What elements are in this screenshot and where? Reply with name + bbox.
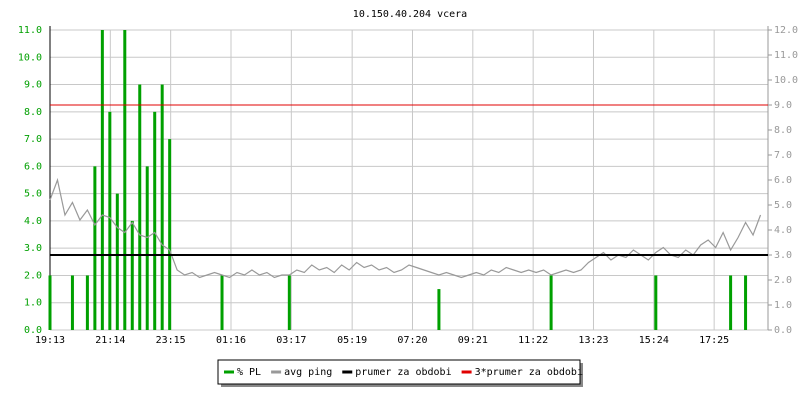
pl-bar <box>85 275 89 330</box>
pl-bar <box>744 275 748 330</box>
pl-bar <box>123 30 127 330</box>
y-tick-label: 0.0 <box>24 325 42 336</box>
y-tick-label: 9.0 <box>24 80 42 91</box>
x-tick-label: 17:25 <box>699 335 729 346</box>
x-tick-label: 09:21 <box>458 335 488 346</box>
y-tick-label: 4.0 <box>24 216 42 227</box>
legend-label: 3*prumer za obdobi <box>475 367 583 378</box>
x-tick-label: 11:22 <box>518 335 548 346</box>
y-tick-label: 6.0 <box>24 161 42 172</box>
pl-bar <box>549 275 553 330</box>
y2-tick-label: 12.0 <box>774 25 798 36</box>
pl-bar <box>48 275 52 330</box>
y-tick-label: 5.0 <box>24 189 42 200</box>
x-tick-label: 07:20 <box>397 335 427 346</box>
y2-tick-label: 0.0 <box>774 325 792 336</box>
y-tick-label: 8.0 <box>24 107 42 118</box>
x-tick-label: 03:17 <box>276 335 306 346</box>
pl-bar <box>70 275 74 330</box>
y-tick-label: 1.0 <box>24 298 42 309</box>
y-tick-label: 2.0 <box>24 270 42 281</box>
y2-tick-label: 10.0 <box>774 75 798 86</box>
pl-bar <box>287 275 291 330</box>
y2-tick-label: 1.0 <box>774 300 792 311</box>
pl-bar <box>168 139 172 330</box>
x-tick-label: 15:24 <box>639 335 669 346</box>
x-tick-label: 01:16 <box>216 335 246 346</box>
pl-bar <box>220 275 224 330</box>
y-tick-label: 7.0 <box>24 134 42 145</box>
pl-bar <box>437 289 441 330</box>
legend-label: avg ping <box>284 367 332 378</box>
legend-label: prumer za obdobi <box>355 367 451 378</box>
legend-label: % PL <box>237 367 261 378</box>
pl-bar <box>108 111 112 331</box>
y2-tick-label: 3.0 <box>774 250 792 261</box>
y2-tick-label: 5.0 <box>774 200 792 211</box>
y-tick-label: 10.0 <box>18 52 42 63</box>
y2-tick-label: 8.0 <box>774 125 792 136</box>
x-tick-label: 05:19 <box>337 335 367 346</box>
pl-bar <box>160 84 164 330</box>
pl-bar <box>138 84 142 330</box>
x-tick-label: 23:15 <box>156 335 186 346</box>
y-tick-label: 3.0 <box>24 243 42 254</box>
y2-tick-label: 6.0 <box>774 175 792 186</box>
y2-tick-label: 7.0 <box>774 150 792 161</box>
y2-tick-label: 2.0 <box>774 275 792 286</box>
pl-bar <box>100 30 104 330</box>
pl-bar <box>93 166 97 330</box>
pl-bar <box>729 275 733 330</box>
x-tick-label: 19:13 <box>35 335 65 346</box>
pl-bar <box>115 193 119 330</box>
y2-tick-label: 11.0 <box>774 50 798 61</box>
pl-bar <box>130 220 134 330</box>
pl-bar <box>153 111 157 331</box>
pl-bar <box>654 275 658 330</box>
y2-tick-label: 4.0 <box>774 225 792 236</box>
chart-title: 10.150.40.204 vcera <box>353 9 467 20</box>
pl-bar <box>145 166 149 330</box>
y-tick-label: 11.0 <box>18 25 42 36</box>
x-tick-label: 21:14 <box>95 335 125 346</box>
y2-tick-label: 9.0 <box>774 100 792 111</box>
x-tick-label: 13:23 <box>578 335 608 346</box>
